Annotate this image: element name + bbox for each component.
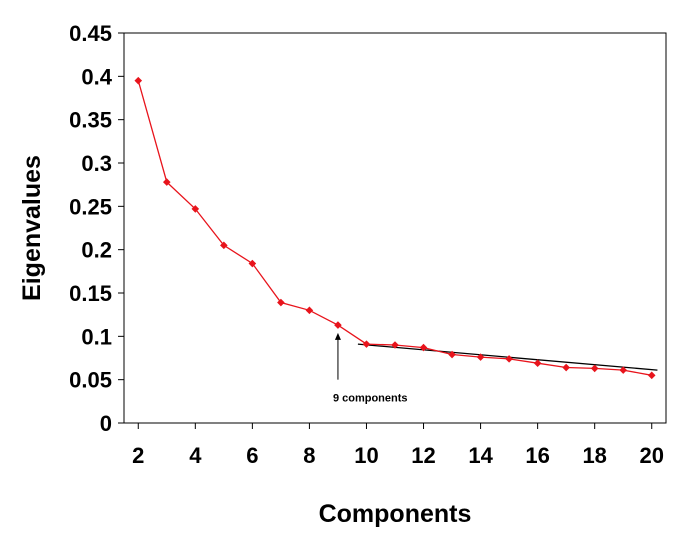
series-group [134, 76, 656, 380]
data-point [362, 340, 371, 348]
y-tick-label: 0.2 [81, 238, 112, 263]
x-tick-label: 4 [189, 443, 202, 468]
y-tick-label: 0.25 [69, 194, 112, 219]
y-axis: 0 0.05 0.1 0.15 0.2 0.25 0.3 0.35 0.4 0.45 [69, 21, 124, 436]
x-tick-label: 12 [411, 443, 435, 468]
data-point [419, 343, 428, 352]
annotation-label: 9 components [333, 393, 408, 405]
y-tick-label: 0.1 [81, 324, 112, 349]
data-point [162, 178, 171, 186]
data-point [505, 355, 513, 363]
data-point [248, 259, 257, 268]
y-tick-label: 0.3 [81, 151, 112, 176]
data-point [277, 298, 285, 307]
x-axis-title: Components [319, 500, 472, 528]
data-point [562, 363, 570, 372]
y-tick-label: 0 [100, 411, 112, 436]
x-tick-label: 14 [468, 443, 493, 468]
x-axis: 2 4 6 8 10 12 14 16 18 20 [132, 423, 664, 468]
y-tick-label: 0.45 [69, 21, 112, 46]
y-tick-label: 0.4 [81, 64, 112, 89]
x-tick-label: 2 [132, 443, 144, 468]
data-point [619, 366, 628, 374]
x-tick-label: 20 [639, 443, 663, 468]
y-axis-title: Eigenvalues [18, 155, 46, 301]
data-point [448, 350, 456, 359]
data-point [191, 205, 200, 213]
x-tick-label: 10 [354, 443, 378, 468]
annotation-group: 9 components [333, 332, 408, 405]
y-tick-label: 0.05 [69, 368, 112, 393]
data-point [391, 341, 399, 349]
x-tick-label: 16 [525, 443, 549, 468]
data-point [590, 364, 599, 373]
data-point [647, 371, 656, 380]
y-tick-label: 0.35 [69, 108, 112, 133]
series-line [137, 80, 652, 376]
data-point [220, 241, 228, 250]
data-point [533, 359, 542, 367]
data-point [334, 321, 342, 329]
data-point [134, 76, 143, 85]
y-tick-label: 0.15 [69, 281, 112, 306]
plot-frame [123, 32, 667, 424]
data-point [305, 306, 314, 315]
data-point [476, 353, 485, 361]
x-tick-label: 18 [582, 443, 606, 468]
x-tick-label: 6 [246, 443, 258, 468]
x-tick-label: 8 [303, 443, 315, 468]
annotation-arrow-head [334, 332, 341, 340]
